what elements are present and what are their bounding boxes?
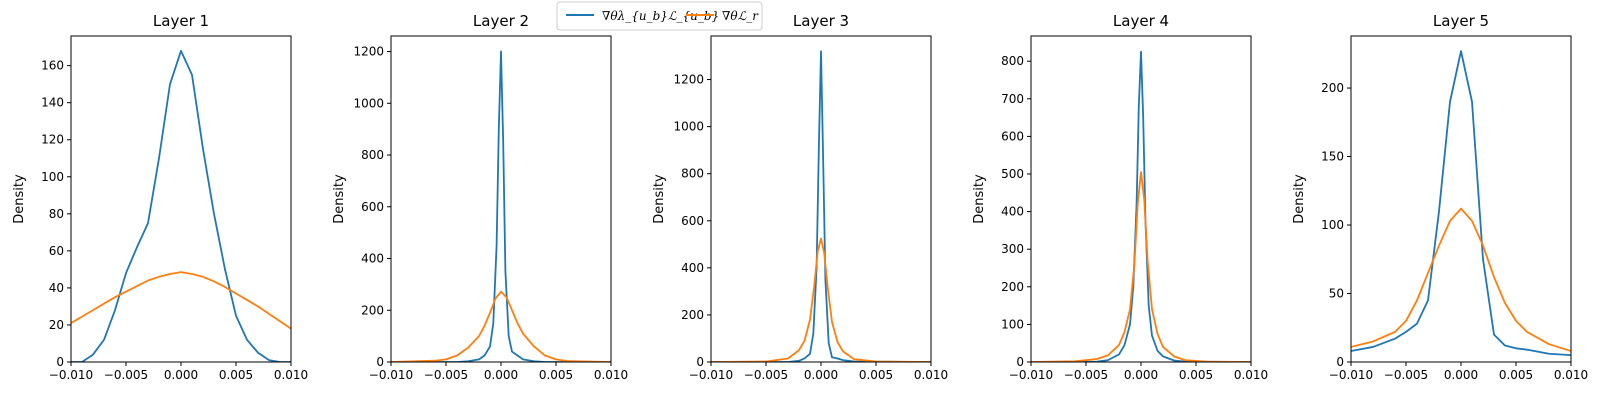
x-tick-label: −0.005 bbox=[424, 368, 468, 382]
y-axis-label: Density bbox=[972, 174, 987, 224]
y-tick-label: 500 bbox=[1001, 167, 1024, 181]
series-line-grad-ub-layer-1 bbox=[71, 49, 291, 362]
x-tick-label: −0.005 bbox=[744, 368, 788, 382]
y-tick-label: 100 bbox=[41, 170, 64, 184]
y-tick-label: 40 bbox=[49, 281, 64, 295]
y-tick-label: 1000 bbox=[353, 96, 384, 110]
y-tick-label: 140 bbox=[41, 96, 64, 110]
y-tick-label: 150 bbox=[1321, 150, 1344, 164]
x-tick-label: 0.005 bbox=[1499, 368, 1533, 382]
series-line-grad-r-layer-5 bbox=[1351, 207, 1571, 352]
x-tick-label: 0.005 bbox=[219, 368, 253, 382]
y-tick-label: 1000 bbox=[673, 120, 704, 134]
y-tick-label: 600 bbox=[1001, 129, 1024, 143]
y-axis-label: Density bbox=[652, 174, 667, 224]
y-tick-label: 200 bbox=[1001, 280, 1024, 294]
x-tick-label: 0.010 bbox=[274, 368, 308, 382]
series-line-grad-r-layer-3 bbox=[711, 237, 931, 362]
legend-label-grad-r: ∇θℒ_r bbox=[722, 9, 759, 23]
y-tick-label: 100 bbox=[1321, 218, 1344, 232]
series-line-grad-ub-layer-2 bbox=[391, 50, 611, 362]
y-tick-label: 0 bbox=[56, 355, 64, 369]
y-tick-label: 400 bbox=[1001, 205, 1024, 219]
series-line-grad-ub-layer-4 bbox=[1031, 50, 1251, 362]
x-tick-label: −0.005 bbox=[104, 368, 148, 382]
panel-layer-5: −0.010 −0.005 0.000 0.005 0.010 0 50 100 150 200 L… bbox=[1292, 12, 1588, 382]
y-tick-label: 60 bbox=[49, 244, 64, 258]
y-tick-label: 80 bbox=[49, 207, 64, 221]
x-tick-label: 0.000 bbox=[804, 368, 838, 382]
axes-frame bbox=[1350, 35, 1572, 363]
axes-frame bbox=[1030, 35, 1252, 363]
series-line-grad-ub-layer-5 bbox=[1351, 50, 1571, 357]
y-tick-label: 20 bbox=[49, 318, 64, 332]
y-tick-label: 160 bbox=[41, 59, 64, 73]
legend-label-grad-ub: ∇θλ_{u_b}ℒ_{u_b} bbox=[602, 9, 719, 23]
y-axis-label: Density bbox=[1292, 174, 1307, 224]
x-tick-label: 0.000 bbox=[1124, 368, 1158, 382]
panel-title: Layer 2 bbox=[473, 12, 529, 30]
x-tick-label: −0.010 bbox=[1329, 368, 1373, 382]
y-tick-label: 700 bbox=[1001, 92, 1024, 106]
y-tick-label: 300 bbox=[1001, 242, 1024, 256]
x-tick-label: −0.010 bbox=[1009, 368, 1053, 382]
x-tick-label: −0.010 bbox=[49, 368, 93, 382]
x-tick-label: 0.010 bbox=[1234, 368, 1268, 382]
x-tick-label: 0.000 bbox=[164, 368, 198, 382]
x-tick-label: 0.010 bbox=[594, 368, 628, 382]
series-line-grad-ub-layer-3 bbox=[711, 50, 931, 362]
y-tick-label: 400 bbox=[361, 252, 384, 266]
panel-layer-3: −0.010 −0.005 0.000 0.005 0.010 0 200 400 600 800… bbox=[652, 12, 948, 382]
y-tick-label: 200 bbox=[681, 308, 704, 322]
x-tick-label: 0.010 bbox=[914, 368, 948, 382]
y-axis-label: Density bbox=[12, 174, 27, 224]
y-tick-label: 600 bbox=[681, 214, 704, 228]
panel-title: Layer 4 bbox=[1113, 12, 1169, 30]
y-tick-label: 100 bbox=[1001, 317, 1024, 331]
x-tick-label: −0.005 bbox=[1384, 368, 1428, 382]
y-tick-label: 1200 bbox=[353, 45, 384, 59]
x-tick-label: 0.000 bbox=[1444, 368, 1478, 382]
y-tick-label: 0 bbox=[1016, 355, 1024, 369]
panel-layer-2: −0.010 −0.005 0.000 0.005 0.010 0 200 400 600 800… bbox=[332, 12, 628, 382]
y-tick-label: 800 bbox=[1001, 54, 1024, 68]
panel-layer-1: −0.010 −0.005 0.000 0.005 0.010 0 20 40 60 80 100 1… bbox=[12, 12, 308, 382]
legend-frame bbox=[556, 1, 763, 31]
y-tick-label: 0 bbox=[696, 355, 704, 369]
panel-layer-4: −0.010 −0.005 0.000 0.005 0.010 0 100 200 300 400… bbox=[972, 12, 1268, 382]
x-tick-label: −0.005 bbox=[1064, 368, 1108, 382]
panels: −0.010 −0.005 0.000 0.005 0.010 0 20 40 60 80 100 1… bbox=[12, 12, 1588, 382]
y-tick-label: 200 bbox=[361, 303, 384, 317]
panel-title: Layer 1 bbox=[153, 12, 209, 30]
y-tick-label: 0 bbox=[1336, 355, 1344, 369]
y-tick-label: 800 bbox=[361, 148, 384, 162]
y-tick-label: 400 bbox=[681, 261, 704, 275]
panel-title: Layer 5 bbox=[1433, 12, 1489, 30]
y-tick-label: 120 bbox=[41, 133, 64, 147]
y-tick-label: 200 bbox=[1321, 81, 1344, 95]
y-tick-label: 800 bbox=[681, 167, 704, 181]
x-tick-label: 0.000 bbox=[484, 368, 518, 382]
y-axis-label: Density bbox=[332, 174, 347, 224]
series-line-grad-r-layer-4 bbox=[1031, 171, 1251, 362]
series-line-grad-r-layer-2 bbox=[391, 290, 611, 362]
y-tick-label: 1200 bbox=[673, 73, 704, 87]
x-tick-label: 0.010 bbox=[1554, 368, 1588, 382]
x-tick-label: 0.005 bbox=[539, 368, 573, 382]
panel-title: Layer 3 bbox=[793, 12, 849, 30]
x-tick-label: −0.010 bbox=[689, 368, 733, 382]
x-tick-label: 0.005 bbox=[859, 368, 893, 382]
y-tick-label: 0 bbox=[376, 355, 384, 369]
y-tick-label: 50 bbox=[1329, 287, 1344, 301]
y-tick-label: 600 bbox=[361, 200, 384, 214]
x-tick-label: −0.010 bbox=[369, 368, 413, 382]
x-tick-label: 0.005 bbox=[1179, 368, 1213, 382]
axes-frame bbox=[70, 35, 292, 363]
series-line-grad-r-layer-1 bbox=[71, 271, 291, 330]
legend: ∇θλ_{u_b}ℒ_{u_b} ∇θℒ_r bbox=[556, 1, 763, 31]
